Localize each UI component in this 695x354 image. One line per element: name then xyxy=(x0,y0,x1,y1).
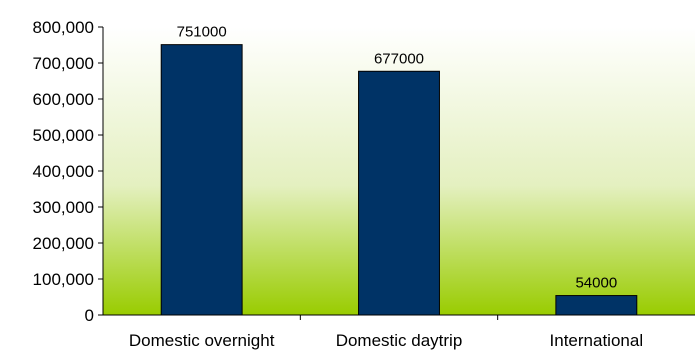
x-category-label: Domestic overnight xyxy=(129,331,275,350)
y-tick-label: 500,000 xyxy=(33,126,94,145)
x-category-label: Domestic daytrip xyxy=(336,331,463,350)
y-tick-label: 400,000 xyxy=(33,162,94,181)
y-tick-label: 100,000 xyxy=(33,270,94,289)
y-tick-label: 200,000 xyxy=(33,234,94,253)
bar xyxy=(555,295,638,316)
y-tick-label: 700,000 xyxy=(33,54,94,73)
y-axis-ticks: 0 100,000 200,000 300,000 400,000 500,000 600,… xyxy=(33,18,499,325)
bar-data-label: 54000 xyxy=(575,275,617,292)
labels: 751000 Domestic overnight 677000 Domestic d… xyxy=(129,24,643,350)
y-tick-label: 800,000 xyxy=(33,18,94,37)
bars xyxy=(160,44,638,316)
bar-data-label: 677000 xyxy=(374,50,424,67)
y-tick-label: 600,000 xyxy=(33,90,94,109)
bar xyxy=(358,70,440,316)
bar-data-label: 751000 xyxy=(177,24,227,41)
bar xyxy=(160,44,243,316)
y-tick-label: 0 xyxy=(85,306,94,325)
x-category-label: International xyxy=(550,331,644,350)
y-tick-label: 300,000 xyxy=(33,198,94,217)
